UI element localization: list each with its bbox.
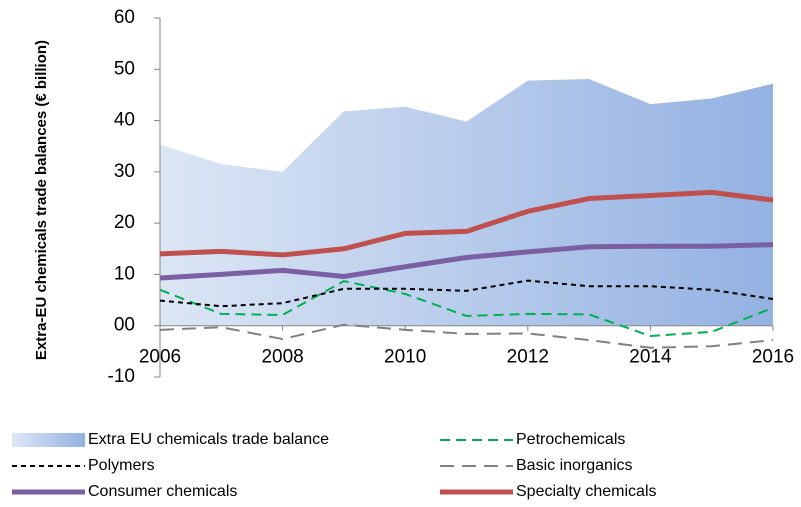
legend-label: Extra EU chemicals trade balance bbox=[88, 431, 329, 448]
y-tick-label: 40 bbox=[114, 110, 135, 131]
x-tick-label: 2014 bbox=[629, 347, 672, 368]
legend-swatch bbox=[12, 433, 85, 447]
x-tick-label: 2010 bbox=[384, 347, 426, 368]
line bbox=[159, 242, 774, 281]
y-tick-label: 60 bbox=[114, 7, 135, 28]
y-tick-label: 30 bbox=[114, 161, 135, 182]
legend-label: Specialty chemicals bbox=[516, 483, 657, 500]
legend-label: Polymers bbox=[88, 457, 155, 474]
legend-label: Petrochemicals bbox=[516, 431, 625, 448]
x-tick-label: 2012 bbox=[507, 347, 549, 368]
y-axis-label: Extra-EU chemicals trade balances (€ bil… bbox=[33, 40, 50, 360]
line bbox=[159, 280, 774, 337]
legend-label: Basic inorganics bbox=[516, 457, 633, 474]
x-tick-label: 2006 bbox=[139, 347, 181, 368]
y-tick-label: 50 bbox=[114, 58, 135, 79]
line bbox=[159, 189, 774, 258]
legend-label: Consumer chemicals bbox=[88, 483, 237, 500]
line bbox=[159, 323, 774, 349]
x-tick-label: 2016 bbox=[752, 347, 794, 368]
y-tick-label: 10 bbox=[114, 263, 135, 284]
x-tick-label: 2008 bbox=[261, 347, 303, 368]
y-tick-label: 00 bbox=[114, 315, 135, 336]
area bbox=[160, 79, 773, 326]
y-tick-label: 20 bbox=[114, 212, 135, 233]
line bbox=[159, 279, 774, 308]
y-tick-label: -10 bbox=[108, 366, 135, 387]
